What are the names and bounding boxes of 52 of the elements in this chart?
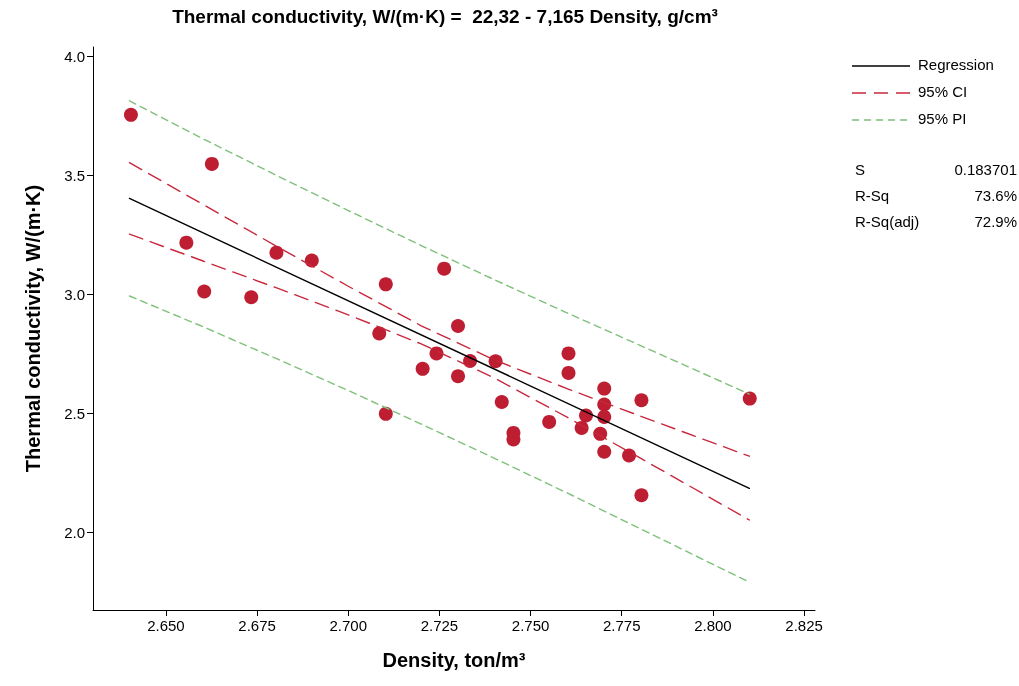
y-axis-title: Thermal conductivity, W/(m·K)	[22, 184, 44, 473]
point	[204, 156, 219, 171]
point	[269, 245, 284, 260]
point	[378, 277, 393, 292]
point	[179, 235, 194, 250]
chart-title: Thermal conductivity, W/(m·K) = 22,32 - 7,165 Density, g/cm³	[172, 6, 718, 27]
text: R-Sq	[855, 187, 890, 204]
line-series	[128, 161, 751, 457]
point	[597, 444, 612, 459]
point	[622, 448, 637, 463]
y-tick-label: 2.5	[64, 405, 85, 423]
point	[634, 393, 649, 408]
x-axis-title: Density, ton/m³	[382, 649, 526, 671]
x-tick-label: 2.775	[602, 617, 641, 634]
text: 0.183701	[954, 161, 1017, 178]
point	[488, 354, 503, 369]
y-tick-label: 4.0	[64, 48, 85, 66]
x-tick-label: 2.825	[785, 617, 823, 634]
point	[542, 414, 557, 429]
x-tick-label: 2.725	[420, 617, 459, 634]
point	[429, 346, 444, 361]
point	[742, 391, 757, 406]
point	[378, 406, 393, 421]
point	[123, 107, 138, 122]
point	[451, 369, 466, 384]
text: R-Sq(adj)	[855, 213, 920, 230]
text: 73.6%	[974, 187, 1017, 204]
point	[561, 346, 576, 361]
x-tick-label: 2.800	[694, 617, 732, 634]
point	[437, 261, 452, 276]
point	[244, 290, 259, 305]
point	[372, 326, 387, 341]
y-tick-label: 2.0	[64, 524, 85, 542]
point	[561, 365, 576, 380]
x-tick-label: 2.700	[329, 617, 368, 634]
y-tick-label: 3.5	[64, 167, 85, 185]
text: 72.9%	[974, 213, 1017, 230]
text: S	[855, 161, 866, 178]
point	[634, 488, 649, 503]
point	[197, 284, 212, 299]
legend-label: 95% CI	[918, 83, 968, 100]
point	[494, 394, 509, 409]
y-tick-label: 3.0	[64, 286, 85, 304]
line-series	[128, 233, 751, 521]
legend-label: Regression	[918, 56, 994, 73]
x-tick-label: 2.750	[511, 617, 550, 634]
point	[597, 381, 612, 396]
point	[415, 361, 430, 376]
point	[451, 319, 466, 333]
x-tick-label: 2.675	[238, 617, 276, 634]
legend-label: 95% PI	[918, 110, 967, 127]
x-tick-label: 2.650	[147, 617, 185, 634]
